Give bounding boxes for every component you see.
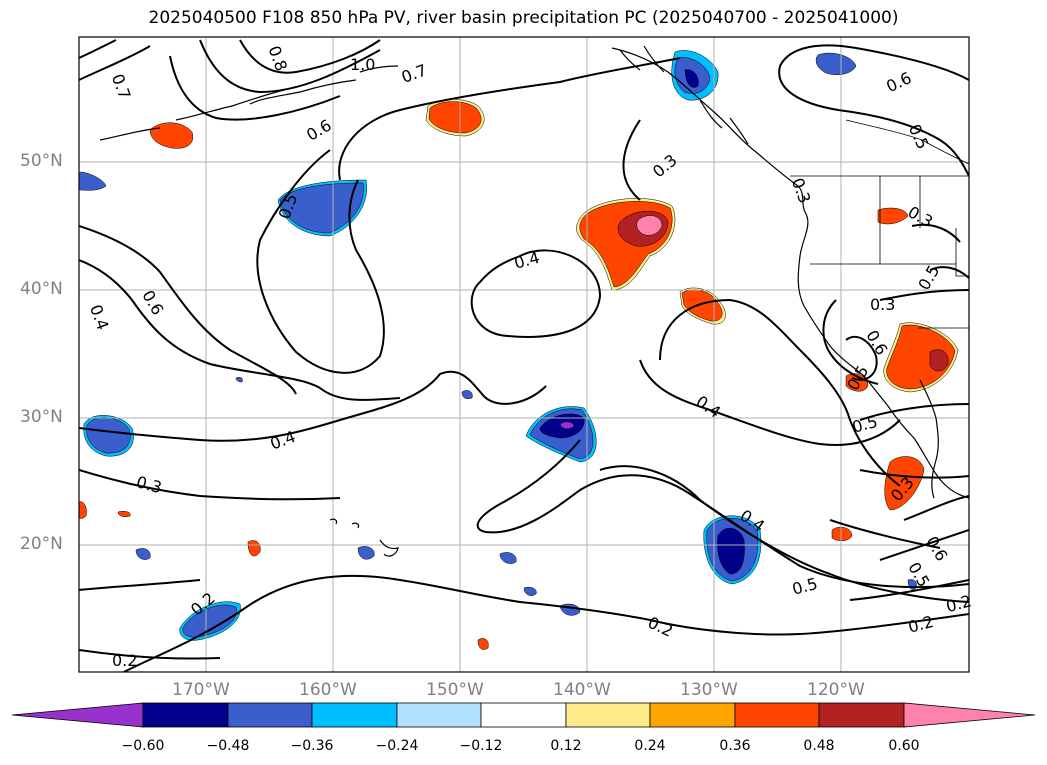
graticule: [79, 37, 969, 672]
anomaly-patch: [461, 390, 473, 399]
anomaly-patch: [559, 421, 575, 429]
anomaly-patch: [135, 548, 151, 560]
anomaly-patch: [235, 376, 243, 383]
map-background: [79, 37, 969, 672]
anomaly-patch: [499, 552, 517, 564]
anomaly-patch: [831, 526, 853, 541]
lon-label-130w: 130°W: [680, 680, 738, 700]
contour-label: 1.0: [350, 55, 375, 74]
anomaly-patch: [79, 171, 107, 191]
anomaly-patch: [279, 182, 364, 234]
contour-label: 0.3: [870, 295, 895, 314]
colorbar-tick: 0.24: [634, 738, 666, 754]
map-frame: [78, 36, 970, 673]
colorbar-tick: −0.24: [375, 738, 419, 754]
colorbar-low-extension: [11, 702, 144, 728]
lat-label-30n: 30°N: [20, 407, 63, 427]
colorbar-segment: [734, 702, 820, 728]
anomaly-patch: [117, 510, 131, 518]
anomaly-patch: [815, 52, 857, 75]
lon-label-120w: 120°W: [807, 680, 865, 700]
colorbar-segment: [818, 702, 905, 728]
colorbar-segment: [227, 702, 313, 728]
anomaly-patch: [636, 215, 663, 236]
colorbar: [11, 702, 1036, 728]
anomaly-patch: [681, 289, 723, 322]
lat-label-50n: 50°N: [20, 151, 63, 171]
anomaly-patch: [877, 207, 909, 225]
colorbar-tick: −0.60: [121, 738, 165, 754]
lon-label-170w: 170°W: [172, 680, 230, 700]
anomaly-patch: [477, 638, 489, 650]
colorbar-tick: 0.48: [803, 738, 835, 754]
colorbar-tick: 0.36: [719, 738, 751, 754]
colorbar-segment: [142, 702, 229, 728]
colorbar-tick: −0.48: [206, 738, 250, 754]
colorbar-segment: [649, 702, 736, 728]
anomaly-patch: [684, 69, 699, 88]
political-borders: [790, 119, 969, 329]
colorbar-tick: −0.36: [290, 738, 334, 754]
colorbar-high-extension: [903, 702, 1036, 728]
anomaly-patch: [884, 456, 925, 511]
colorbar-segment: [565, 702, 651, 728]
lon-label-160w: 160°W: [299, 680, 357, 700]
coastlines: [99, 45, 969, 557]
anomaly-patch: [929, 349, 949, 372]
contour-label: 0.2: [112, 651, 137, 670]
anomaly-patch: [886, 324, 956, 390]
colorbar-segment: [396, 702, 482, 728]
lat-label-40n: 40°N: [20, 279, 63, 299]
lat-label-20n: 20°N: [20, 534, 63, 554]
lon-label-150w: 150°W: [426, 680, 484, 700]
pv-contours: [79, 39, 969, 672]
colorbar-segment: [311, 702, 398, 728]
anomaly-patch: [523, 587, 537, 596]
colorbar-segment: [480, 702, 567, 728]
anomaly-patch: [182, 604, 237, 638]
map-title: 2025040500 F108 850 hPa PV, river basin …: [148, 8, 899, 28]
colorbar-tick: 0.12: [550, 738, 582, 754]
colorbar-tick: −0.12: [459, 738, 503, 754]
shaded-anomalies: [79, 50, 959, 650]
anomaly-patch: [717, 528, 745, 575]
anomaly-patch: [357, 546, 375, 560]
colorbar-tick: 0.60: [888, 738, 920, 754]
anomaly-patch: [149, 122, 194, 149]
anomaly-patch: [428, 101, 482, 134]
lon-label-140w: 140°W: [553, 680, 611, 700]
anomaly-patch: [247, 540, 261, 557]
